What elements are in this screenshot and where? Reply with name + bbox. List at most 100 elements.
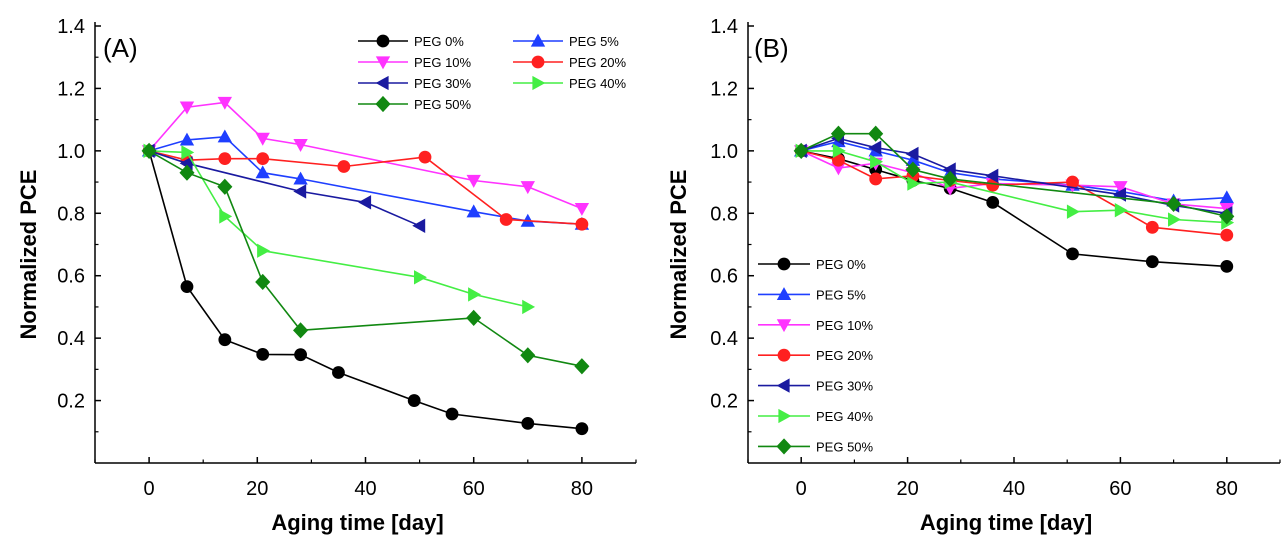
data-point	[217, 96, 233, 110]
data-point	[1114, 202, 1128, 218]
data-point	[832, 143, 846, 159]
y-tick-label: 1.4	[57, 16, 85, 38]
data-point	[830, 125, 846, 142]
legend-label: PEG 50%	[816, 439, 874, 454]
x-tick-label: 80	[571, 478, 593, 500]
data-point	[255, 132, 270, 146]
legend-marker	[531, 55, 545, 69]
series-line	[800, 150, 1227, 210]
legend-marker	[776, 438, 792, 455]
data-point	[218, 152, 232, 166]
data-point	[293, 171, 308, 185]
data-point	[181, 145, 195, 160]
series-line	[148, 150, 582, 225]
data-point	[1220, 228, 1234, 242]
series-line	[148, 150, 582, 430]
legend-item: PEG 50%	[758, 438, 874, 455]
data-point	[520, 347, 536, 364]
data-point	[358, 195, 372, 210]
legend-marker	[776, 378, 790, 393]
y-tick-label: 0.6	[57, 266, 85, 288]
data-point	[293, 322, 309, 339]
data-point	[332, 366, 345, 379]
data-point	[942, 170, 958, 188]
data-point	[180, 280, 194, 294]
data-point	[179, 101, 195, 115]
legend-item: PEG 5%	[758, 287, 866, 302]
legend-marker	[777, 257, 791, 271]
legend-item: PEG 10%	[358, 55, 472, 70]
data-point	[466, 309, 482, 326]
data-point	[1168, 212, 1181, 227]
legend-item: PEG 30%	[358, 75, 472, 91]
data-point	[1220, 259, 1234, 273]
data-point	[218, 333, 232, 347]
chart-panel-a: 0.2 0.4 0.6 0.8 1.0 1.2 1.4 0 20 40 60 80 Aging time…	[16, 16, 637, 535]
legend-item: PEG 40%	[513, 75, 627, 91]
data-point	[793, 142, 809, 159]
legend-label: PEG 40%	[816, 409, 874, 424]
series-peg-0	[142, 144, 589, 436]
y-tick-label: 0.8	[710, 203, 738, 225]
y-tick-label: 1.2	[57, 78, 85, 100]
legend-marker	[778, 408, 792, 424]
data-point	[986, 195, 1000, 209]
data-point	[1113, 181, 1128, 195]
data-point	[868, 140, 882, 155]
legend-item: PEG 20%	[513, 55, 627, 70]
data-point	[255, 165, 270, 179]
data-point	[575, 217, 589, 231]
data-point	[1219, 190, 1234, 204]
data-point	[574, 358, 590, 375]
data-point	[1166, 195, 1182, 213]
series-peg-30	[793, 131, 1233, 221]
data-point	[418, 150, 432, 164]
legend-label: PEG 10%	[414, 55, 472, 70]
legend-marker	[777, 348, 791, 362]
legend-item: PEG 50%	[358, 95, 472, 113]
data-point	[412, 218, 426, 233]
legend: PEG 0% PEG 5% PEG 10% PEG 20% PEG 30% PEG 40%…	[358, 33, 627, 113]
data-point	[217, 129, 233, 143]
y-tick-label: 0.2	[710, 391, 738, 413]
data-point	[1219, 208, 1235, 225]
legend-label: PEG 30%	[816, 379, 874, 394]
y-axis-title: Normalized PCE	[666, 170, 691, 340]
legend-marker	[375, 56, 391, 70]
legend-marker	[776, 287, 792, 301]
data-point	[293, 184, 307, 199]
legend-label: PEG 20%	[816, 348, 874, 363]
legend-label: PEG 10%	[816, 318, 874, 333]
series-peg-50	[141, 142, 590, 375]
data-point	[141, 142, 157, 159]
data-point	[905, 146, 919, 162]
x-tick-label: 40	[1003, 478, 1025, 500]
data-point	[256, 152, 270, 166]
data-point	[407, 394, 421, 407]
series-line	[801, 140, 1227, 202]
x-tick-label: 60	[463, 478, 485, 500]
legend-label: PEG 30%	[414, 76, 472, 91]
data-point	[869, 172, 883, 186]
x-tick-label: 80	[1216, 478, 1238, 500]
data-point	[1145, 220, 1159, 234]
y-tick-label: 1.4	[710, 16, 738, 38]
series-line	[148, 101, 583, 210]
data-point	[293, 139, 308, 152]
data-point	[466, 174, 481, 188]
legend-label: PEG 0%	[816, 257, 866, 272]
legend-label: PEG 5%	[816, 287, 866, 302]
y-tick-label: 0.4	[57, 328, 85, 350]
series-line	[801, 150, 1227, 236]
legend-marker	[776, 319, 792, 333]
series-line	[148, 135, 582, 225]
legend-marker	[375, 95, 391, 113]
series-peg-0	[794, 144, 1234, 273]
series-peg-50	[793, 125, 1235, 225]
data-point	[868, 125, 884, 142]
data-point	[337, 160, 351, 173]
data-point	[520, 181, 535, 195]
data-point	[870, 154, 884, 169]
legend-label: PEG 0%	[414, 34, 464, 49]
